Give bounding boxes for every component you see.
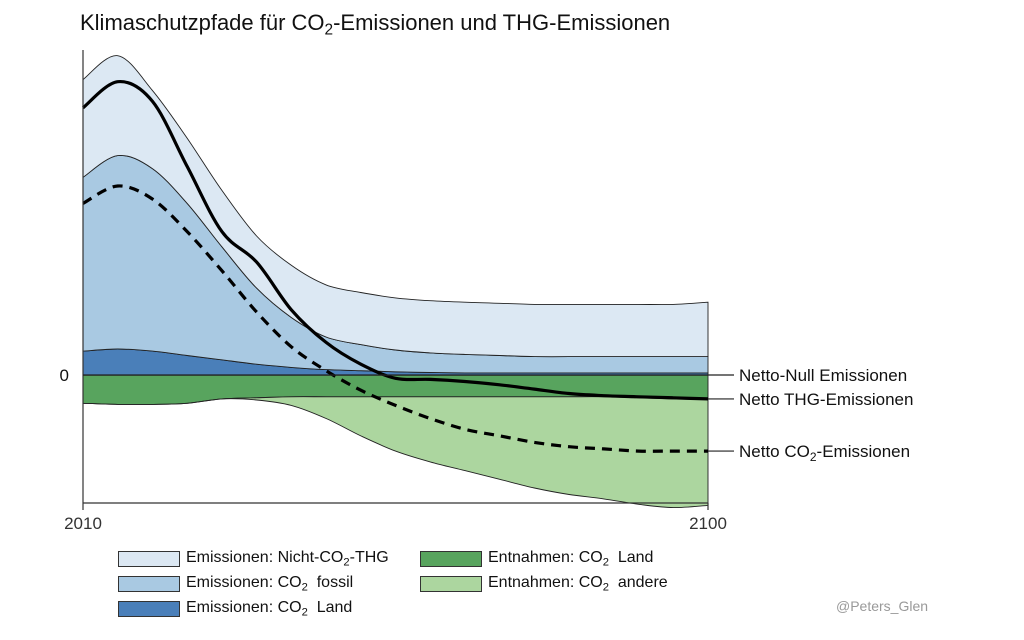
line-netto-thg-emissionen [81,80,709,401]
right-labels: Netto-Null Emissionen Netto THG-Emissione… [708,366,913,464]
y-tick-label: 0 [60,366,69,385]
chart-title: Klimaschutzpfade für CO2-Emissionen und … [80,10,671,39]
legend-swatch [118,576,180,592]
legend-label: Emissionen: CO2 fossil [186,574,354,594]
right-label: Netto THG-Emissionen [739,390,913,409]
line-netto-co2-emissionen [82,184,708,453]
legend-swatch [420,576,482,592]
right-label: Netto-Null Emissionen [739,366,907,385]
legend-label: Entnahmen: CO2 Land [488,549,654,569]
title-text: Klimaschutzpfade für CO [80,10,325,35]
stacked-areas [82,55,709,509]
right-label: Netto CO2-Emissionen [739,442,910,464]
x-tick-label: 2010 [64,514,102,533]
legend-swatch [118,551,180,567]
credit-label: @Peters_Glen [836,598,929,614]
title-text: -Emissionen und THG-Emissionen [333,10,671,35]
legend-swatch [118,601,180,617]
area-entnahmen-co2-andere [82,396,709,509]
net-lines [81,80,709,453]
axes [82,50,708,504]
title-subscript: 2 [324,21,334,39]
legend-label: Entnahmen: CO2 andere [488,574,668,594]
legend-swatch [420,551,482,567]
x-tick-label: 2100 [689,514,727,533]
axis-ticks: 2010 2100 0 [60,366,727,533]
legend-label: Emissionen: Nicht-CO2-THG [186,549,389,569]
legend-label: Emissionen: CO2 Land [186,599,353,619]
